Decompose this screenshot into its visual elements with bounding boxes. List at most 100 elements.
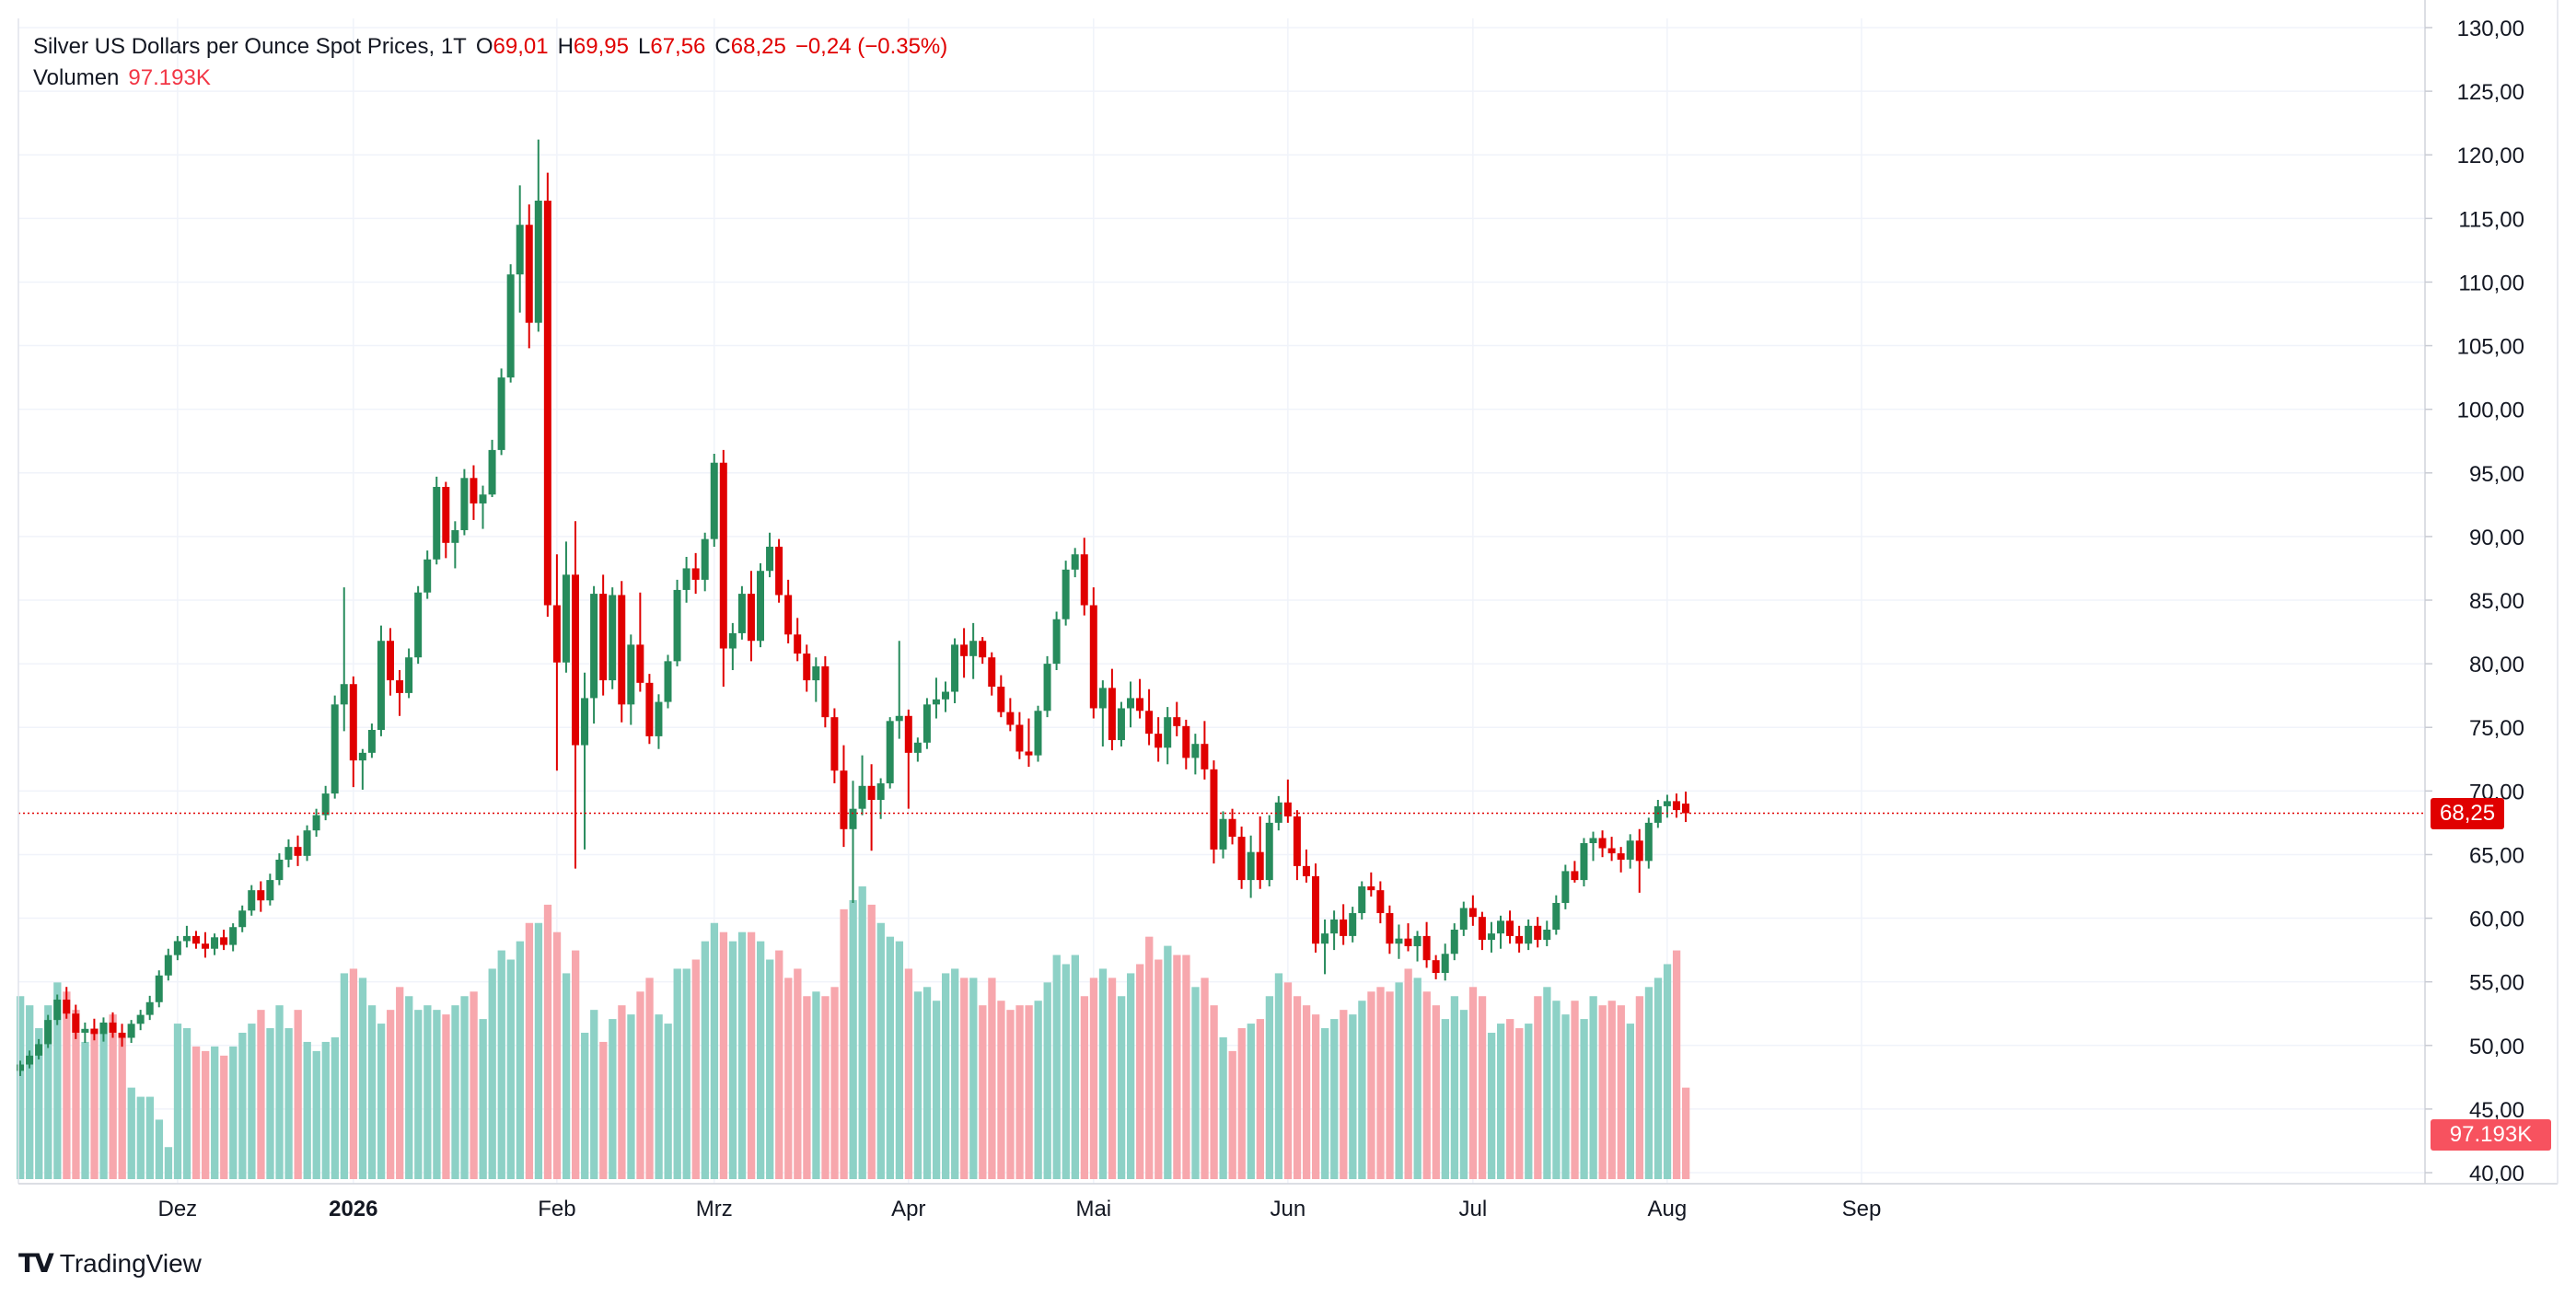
candle-body: [1127, 698, 1134, 709]
candle-body: [257, 890, 265, 901]
volume-bar: [1201, 978, 1209, 1179]
candle-body: [349, 684, 357, 761]
volume-bar: [1191, 987, 1200, 1179]
symbol-title[interactable]: Silver US Dollars per Ounce Spot Prices,…: [33, 34, 467, 59]
candle-body: [81, 1028, 89, 1033]
volume-bar: [1450, 996, 1459, 1179]
y-tick-label: 125,00: [2457, 80, 2524, 105]
high-value: 69,95: [573, 34, 629, 59]
volume-bar: [155, 1119, 164, 1179]
volume-bar: [1626, 1024, 1634, 1179]
volume-bar: [229, 1046, 238, 1179]
grid-lines: [18, 18, 2425, 1184]
candle-body: [460, 478, 469, 530]
volume-bar: [932, 1001, 941, 1179]
y-tick-label: 40,00: [2469, 1162, 2524, 1186]
volume-bar: [737, 932, 747, 1179]
volume-bar: [72, 1010, 80, 1179]
candle-body: [396, 680, 404, 693]
volume-bar: [44, 1005, 52, 1179]
candle-body: [710, 462, 718, 539]
volume-bar: [1552, 1001, 1561, 1179]
time-axis[interactable]: Dez 2026 Feb Mrz Apr Mai Jun Jul Aug Sep: [158, 1197, 1882, 1221]
candle-body: [1358, 886, 1366, 914]
volume-bar: [904, 968, 913, 1179]
volume-bar: [969, 978, 978, 1179]
candle-body: [812, 665, 820, 681]
tradingview-brand[interactable]: 𝗧𝗩 TradingView: [18, 1248, 202, 1279]
volume-bar: [1080, 996, 1089, 1179]
candle-body: [1571, 871, 1579, 881]
candle-body: [1201, 744, 1209, 770]
volume-bar: [922, 987, 932, 1179]
volume-bar: [951, 968, 959, 1179]
volume-bar: [1043, 982, 1051, 1179]
volume-bar: [118, 1036, 126, 1179]
candle-body: [1552, 902, 1561, 930]
candle-body: [202, 943, 209, 949]
volume-bar: [1413, 978, 1421, 1179]
y-tick-label: 120,00: [2457, 144, 2524, 168]
volume-bar: [1580, 1019, 1588, 1179]
candle-body: [590, 594, 598, 699]
volume-bar: [1441, 1019, 1449, 1179]
candle-body: [1145, 711, 1154, 735]
volume-bar: [747, 932, 756, 1179]
y-tick-label: 115,00: [2458, 207, 2524, 232]
volume-bar: [840, 908, 848, 1179]
volume-bar: [757, 941, 765, 1179]
x-tick-label: 2026: [329, 1197, 377, 1221]
volume-bar: [1006, 1010, 1015, 1179]
volume-bar: [488, 968, 496, 1179]
volume-bar: [1525, 1024, 1533, 1179]
volume-bar: [1155, 959, 1163, 1179]
x-tick-label: Jul: [1459, 1197, 1488, 1221]
candle-body: [1404, 938, 1412, 946]
candle-body: [1136, 698, 1144, 712]
candle-body: [1164, 717, 1172, 748]
candle-body: [552, 605, 561, 663]
candle-body: [858, 785, 866, 809]
volume-bar: [53, 982, 62, 1179]
volume-bar: [127, 1087, 135, 1179]
volume-bar: [691, 959, 700, 1179]
candle-body: [1191, 744, 1200, 758]
candle-body: [830, 717, 839, 771]
candle-body: [1006, 712, 1015, 725]
candle-body: [506, 274, 515, 378]
volume-label[interactable]: Volumen: [33, 65, 120, 90]
candle-body: [1089, 605, 1097, 709]
candle-body: [682, 568, 690, 590]
candle-body: [1330, 919, 1339, 934]
candle-body: [275, 859, 284, 881]
volume-bar: [1617, 1005, 1625, 1179]
candle-body: [1432, 960, 1440, 973]
volume-bar: [1682, 1087, 1690, 1179]
candle-body: [701, 538, 709, 580]
price-axis[interactable]: 130,00 125,00 120,00 115,00 110,00 105,00 100,…: [2425, 17, 2524, 1186]
volume-bar: [220, 1055, 228, 1179]
candle-body: [803, 654, 811, 681]
volume-bar: [849, 899, 857, 1179]
volume-bar: [719, 932, 728, 1179]
candle-body: [1283, 802, 1292, 816]
volume-bar: [63, 991, 71, 1179]
candle-body: [951, 644, 959, 692]
volume-bar: [988, 978, 996, 1179]
candle-body: [673, 589, 681, 662]
volume-bar: [451, 1005, 459, 1179]
candle-body: [867, 785, 876, 801]
volume-bar: [1015, 1005, 1024, 1179]
volume-bar: [1589, 996, 1597, 1179]
candle-body: [691, 568, 700, 580]
volume-bar: [886, 936, 894, 1179]
candle-body: [904, 715, 912, 753]
y-tick-label: 90,00: [2469, 526, 2524, 550]
volume-bar: [164, 1147, 173, 1179]
volume-bar: [396, 987, 404, 1179]
candle-body: [1025, 751, 1033, 756]
close-value: 68,25: [730, 34, 786, 59]
volume-bar: [710, 922, 719, 1179]
candle-body: [294, 847, 302, 856]
